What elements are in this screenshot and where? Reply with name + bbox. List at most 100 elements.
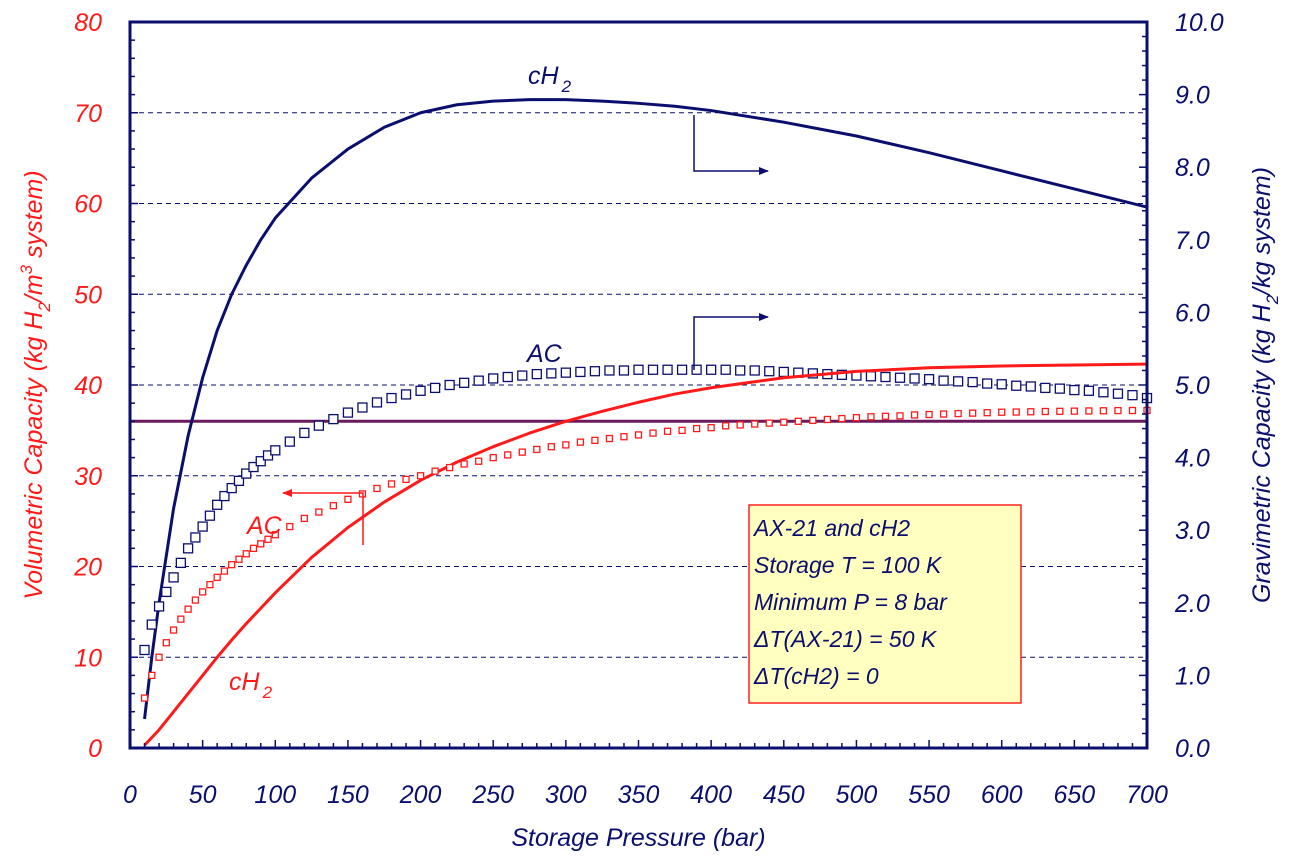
data-point [604, 365, 615, 376]
y-left-title-mid: /m [20, 274, 48, 304]
data-point [235, 555, 243, 563]
data-point [925, 410, 933, 419]
data-point [634, 431, 643, 439]
series-right-line [143, 98, 1148, 720]
data-point [678, 426, 686, 435]
data-point [705, 364, 717, 375]
legend-line-1: AX-21 and cH2 [752, 515, 910, 541]
data-point [531, 368, 542, 380]
data-point [809, 416, 817, 425]
data-point [952, 376, 964, 387]
y-left-tick-label: 60 [74, 191, 102, 219]
data-point [938, 375, 949, 386]
data-point [445, 463, 454, 472]
data-point [533, 445, 541, 454]
y-right-tick-label: 3.0 [1175, 517, 1210, 545]
data-point [517, 370, 528, 381]
y-left-title-sub: 2 [35, 302, 54, 313]
y-left-tick-label: 0 [88, 735, 102, 763]
data-point [969, 409, 977, 417]
data-point [836, 369, 848, 380]
data-point [720, 364, 731, 375]
data-point [429, 382, 441, 394]
data-point [190, 532, 201, 543]
data-point [589, 366, 601, 377]
data-point [662, 364, 673, 375]
data-point [923, 374, 935, 385]
y-right-tick-label: 6.0 [1175, 299, 1210, 327]
legend-box: AX-21 and cH2 Storage T = 100 K Minimum … [748, 504, 1022, 704]
data-point [220, 567, 229, 575]
data-point [996, 379, 1007, 390]
data-point [894, 372, 906, 383]
data-point [387, 480, 396, 488]
y-right-title-pre: Gravimetric Capacity (kg H [1248, 303, 1276, 603]
y-left-tick-label: 50 [74, 281, 102, 309]
data-point [880, 371, 891, 383]
data-point [1012, 408, 1020, 416]
y-left-axis-title: Volumetric Capacity (kg H2/m3 system) [17, 170, 54, 599]
data-point [546, 368, 557, 379]
data-point [264, 535, 272, 543]
data-point [591, 436, 599, 445]
data-point [402, 475, 410, 484]
data-point [191, 596, 200, 604]
y-right-tick-label: 8.0 [1175, 154, 1210, 182]
data-point [778, 366, 789, 378]
annotation-ch2-bottom-text: cH [229, 668, 261, 696]
data-point [1085, 407, 1093, 415]
data-point [1083, 385, 1095, 396]
data-point [562, 441, 570, 449]
y-right-tick-label: 10.0 [1175, 9, 1224, 37]
data-point [794, 417, 802, 425]
y-right-title-post: /kg system) [1248, 167, 1276, 297]
data-point [1128, 406, 1137, 415]
data-point [1127, 390, 1138, 401]
y-right-tick-label: 9.0 [1175, 82, 1210, 110]
data-point [1027, 408, 1035, 416]
data-point [213, 573, 221, 582]
data-point [1011, 380, 1022, 391]
data-point [182, 543, 194, 554]
annotation-ch2-top-sub: 2 [561, 77, 572, 96]
data-point [342, 407, 354, 418]
data-point [212, 499, 223, 510]
y-left-tick-label: 40 [74, 372, 102, 400]
data-point [286, 522, 294, 531]
data-point [488, 373, 499, 384]
data-point [206, 581, 214, 589]
x-tick-label: 150 [327, 781, 369, 809]
data-point [315, 508, 323, 516]
data-point [329, 502, 338, 510]
data-point [197, 521, 208, 532]
data-point [204, 510, 216, 521]
data-point [547, 443, 555, 451]
data-point [473, 375, 484, 386]
data-point [576, 438, 585, 446]
data-point [242, 550, 250, 558]
data-point [226, 482, 237, 494]
data-point [618, 365, 630, 376]
x-tick-label: 0 [123, 781, 137, 809]
data-point [169, 626, 178, 634]
y-right-tick-label: 1.0 [1175, 662, 1210, 690]
data-point [575, 366, 586, 378]
data-point [460, 460, 468, 468]
data-point [146, 619, 157, 630]
data-point [255, 456, 266, 467]
x-tick-label: 400 [690, 781, 732, 809]
data-point [175, 557, 187, 569]
x-tick-label: 450 [763, 781, 805, 809]
x-tick-label: 700 [1126, 781, 1168, 809]
y-left-tick-label: 20 [73, 554, 102, 582]
tick-labels: 010203040506070800.01.02.03.04.05.06.07.… [73, 9, 1224, 809]
data-point [140, 694, 149, 702]
data-point [751, 420, 759, 428]
data-point [633, 364, 644, 375]
data-point [241, 468, 252, 479]
data-point [1112, 388, 1124, 399]
data-point [954, 409, 962, 418]
data-point [691, 364, 702, 375]
data-point [765, 419, 773, 427]
x-tick-label: 350 [618, 781, 660, 809]
